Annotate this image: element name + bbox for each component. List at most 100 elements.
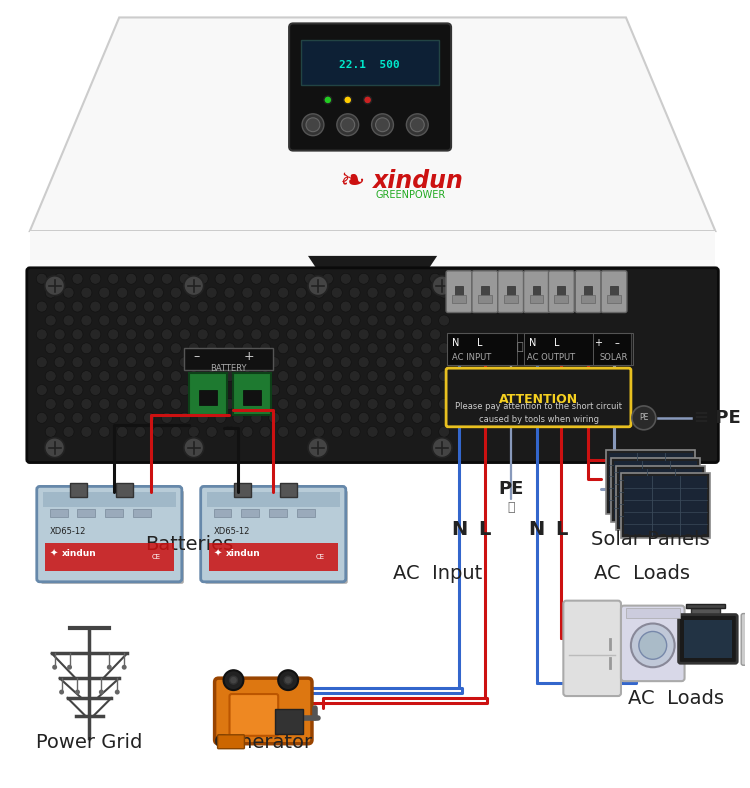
Circle shape	[161, 412, 172, 423]
Circle shape	[122, 665, 127, 670]
Circle shape	[90, 385, 101, 396]
Circle shape	[108, 329, 118, 340]
Text: CE: CE	[152, 554, 161, 560]
Circle shape	[260, 315, 271, 326]
Circle shape	[233, 301, 244, 312]
Circle shape	[332, 426, 342, 437]
Circle shape	[81, 399, 92, 410]
Bar	[621, 474, 710, 538]
Circle shape	[143, 273, 154, 284]
Circle shape	[332, 399, 342, 410]
Text: PE: PE	[498, 481, 523, 498]
Text: L: L	[477, 338, 482, 348]
Circle shape	[385, 426, 396, 437]
Circle shape	[302, 113, 324, 136]
FancyBboxPatch shape	[563, 600, 621, 696]
Circle shape	[632, 406, 656, 429]
Circle shape	[215, 273, 226, 284]
Circle shape	[72, 329, 83, 340]
Circle shape	[385, 315, 396, 326]
Bar	[269, 509, 287, 517]
Circle shape	[421, 287, 432, 298]
Circle shape	[631, 623, 674, 667]
Bar	[478, 295, 492, 303]
Circle shape	[99, 343, 109, 354]
FancyBboxPatch shape	[621, 606, 685, 681]
Circle shape	[45, 315, 56, 326]
Circle shape	[385, 343, 396, 354]
Circle shape	[233, 273, 244, 284]
Circle shape	[206, 287, 217, 298]
Bar	[609, 452, 692, 511]
Text: L: L	[478, 519, 491, 539]
Circle shape	[412, 412, 423, 423]
Circle shape	[304, 412, 316, 423]
Bar	[280, 483, 297, 497]
Circle shape	[197, 357, 208, 368]
Circle shape	[385, 287, 396, 298]
Circle shape	[304, 273, 316, 284]
Text: Please pay attention to the short circuit
caused by tools when wiring: Please pay attention to the short circui…	[455, 402, 622, 424]
FancyBboxPatch shape	[289, 24, 451, 151]
Bar	[77, 509, 95, 517]
Circle shape	[260, 426, 271, 437]
Circle shape	[188, 287, 200, 298]
Circle shape	[108, 385, 118, 396]
Text: PE: PE	[639, 414, 649, 422]
Circle shape	[90, 329, 101, 340]
Circle shape	[403, 370, 414, 381]
Circle shape	[242, 399, 253, 410]
Bar	[530, 295, 544, 303]
Circle shape	[45, 437, 64, 458]
Circle shape	[179, 301, 190, 312]
Bar	[524, 333, 593, 365]
Circle shape	[81, 426, 92, 437]
Circle shape	[99, 315, 109, 326]
Circle shape	[161, 273, 172, 284]
Circle shape	[278, 315, 289, 326]
Circle shape	[45, 399, 56, 410]
Text: AC OUTPUT: AC OUTPUT	[527, 353, 575, 362]
Circle shape	[358, 329, 369, 340]
Bar	[45, 543, 174, 571]
Circle shape	[286, 273, 298, 284]
Circle shape	[90, 301, 101, 312]
Circle shape	[350, 287, 360, 298]
Circle shape	[358, 357, 369, 368]
Bar	[584, 286, 592, 296]
Circle shape	[340, 329, 351, 340]
Bar	[611, 458, 701, 522]
Circle shape	[412, 329, 423, 340]
Circle shape	[72, 357, 83, 368]
FancyBboxPatch shape	[548, 271, 574, 313]
Circle shape	[376, 301, 387, 312]
Circle shape	[376, 273, 387, 284]
Circle shape	[304, 357, 316, 368]
Circle shape	[251, 385, 262, 396]
Circle shape	[63, 426, 74, 437]
Bar	[134, 509, 151, 517]
Circle shape	[117, 315, 128, 326]
Bar	[610, 286, 618, 296]
Bar	[686, 604, 725, 608]
Circle shape	[117, 399, 128, 410]
Text: xindun: xindun	[62, 549, 96, 559]
Circle shape	[161, 385, 172, 396]
Circle shape	[126, 329, 136, 340]
Circle shape	[90, 273, 101, 284]
Circle shape	[81, 287, 92, 298]
Circle shape	[430, 385, 441, 396]
FancyBboxPatch shape	[40, 490, 184, 584]
FancyBboxPatch shape	[201, 486, 346, 582]
Circle shape	[268, 385, 280, 396]
Circle shape	[403, 315, 414, 326]
Circle shape	[286, 357, 298, 368]
Circle shape	[340, 385, 351, 396]
Circle shape	[385, 370, 396, 381]
FancyBboxPatch shape	[575, 271, 601, 313]
FancyBboxPatch shape	[679, 615, 737, 663]
Circle shape	[376, 412, 387, 423]
Circle shape	[286, 385, 298, 396]
Polygon shape	[30, 17, 715, 231]
Circle shape	[54, 301, 65, 312]
